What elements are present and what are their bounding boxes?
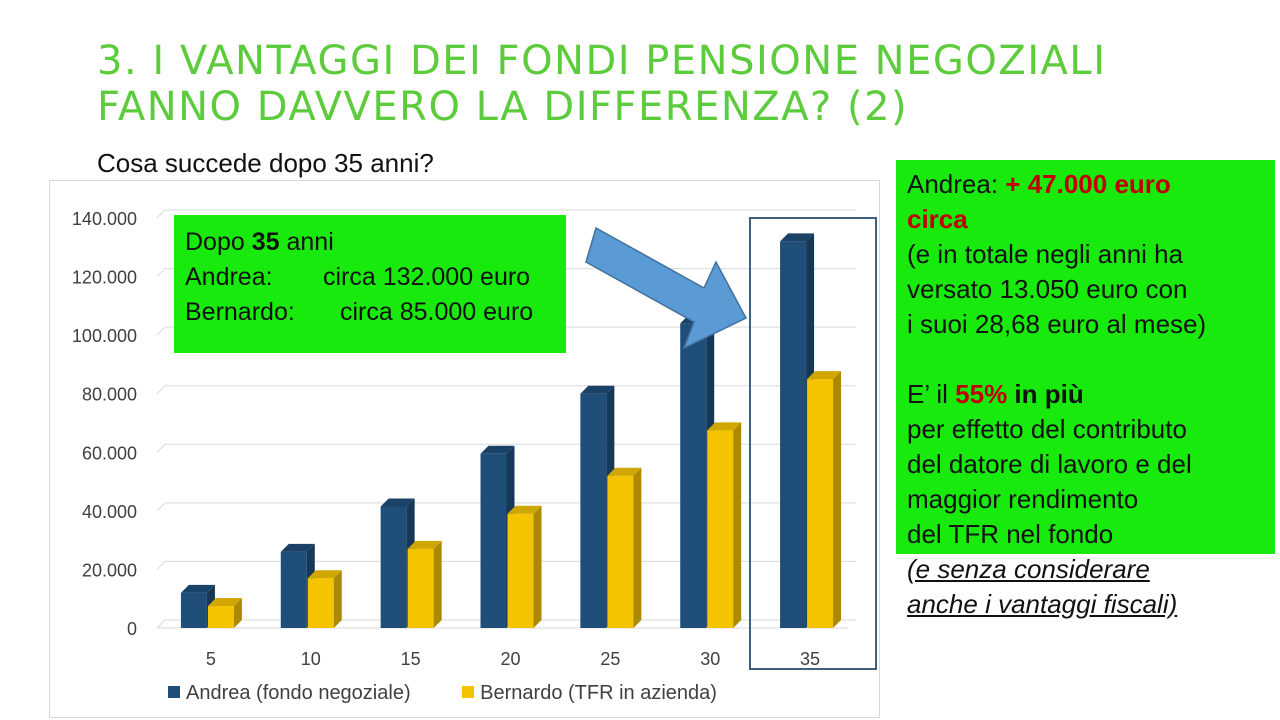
- y-tick-label: 60.000: [82, 443, 137, 463]
- side-l1-red: + 47.000 euro: [1005, 169, 1171, 199]
- side-line-1: Andrea: + 47.000 euro: [907, 167, 1267, 202]
- side-l6-pre: E’ il: [907, 379, 956, 409]
- bar-side-bernardo: [433, 540, 442, 628]
- callout-line1-pre: Dopo: [185, 228, 252, 256]
- bar-bernardo: [507, 513, 534, 628]
- y-tick-label: 140.000: [72, 209, 137, 229]
- bar-andrea: [480, 453, 507, 628]
- y-tick-label: 120.000: [72, 268, 137, 288]
- bar-andrea: [780, 241, 807, 628]
- bar-bernardo: [207, 606, 234, 628]
- callout-box: Dopo 35 anni Andrea: circa 132.000 euro B…: [174, 215, 566, 353]
- slide-title: 3. I VANTAGGI DEI FONDI PENSIONE NEGOZIA…: [97, 38, 1197, 130]
- gridline-depth: [156, 385, 166, 395]
- bar-top-andrea: [380, 498, 415, 507]
- title-line-1: 3. I VANTAGGI DEI FONDI PENSIONE NEGOZIA…: [97, 38, 1107, 84]
- bar-andrea: [280, 551, 307, 628]
- y-tick-label: 40.000: [82, 502, 137, 522]
- bar-andrea: [180, 592, 207, 628]
- bar-andrea: [580, 393, 607, 628]
- callout-bernardo-value: circa 85.000 euro: [340, 298, 534, 326]
- x-tick-label: 10: [301, 649, 321, 669]
- side-l1-pre: Andrea:: [907, 169, 1006, 199]
- bar-top-bernardo: [407, 540, 442, 549]
- legend-label-bernardo: Bernardo (TFR in azienda): [480, 682, 717, 704]
- x-tick-label: 25: [600, 649, 620, 669]
- gridline-depth: [156, 268, 166, 277]
- callout-bernardo-label: Bernardo:: [185, 298, 295, 326]
- side-line-4: versato 13.050 euro con: [907, 274, 1188, 304]
- side-line-2: circa: [907, 204, 968, 234]
- bar-side-bernardo: [733, 422, 742, 628]
- bar-side-bernardo: [333, 570, 342, 628]
- bar-top-bernardo: [507, 505, 542, 514]
- gridline-depth: [156, 326, 166, 336]
- side-line-12: anche i vantaggi fiscali): [907, 589, 1178, 619]
- side-line-10: del TFR nel fondo: [907, 519, 1114, 549]
- x-tick-label: 30: [700, 649, 720, 669]
- gridline-depth: [156, 502, 166, 512]
- side-line-7: per effetto del contributo: [907, 414, 1187, 444]
- side-line-11: (e senza considerare: [907, 554, 1150, 584]
- callout-line-andrea: Andrea: circa 132.000 euro: [185, 260, 566, 295]
- bar-bernardo: [407, 548, 434, 628]
- title-line-2: FANNO DAVVERO LA DIFFERENZA? (2): [97, 84, 909, 130]
- side-l6-bold: in più: [1007, 379, 1084, 409]
- legend-label-andrea: Andrea (fondo negoziale): [186, 682, 411, 704]
- bar-side-bernardo: [533, 505, 542, 628]
- side-spacer: [907, 342, 1267, 377]
- side-line-9: maggior rendimento: [907, 484, 1139, 514]
- gridline-depth: [156, 209, 166, 219]
- callout-line-1: Dopo 35 anni: [185, 225, 566, 260]
- chart-legend: Andrea (fondo negoziale) Bernardo (TFR i…: [168, 682, 763, 705]
- bar-side-bernardo: [833, 371, 842, 628]
- y-tick-label: 0: [127, 619, 137, 639]
- bar-top-andrea: [480, 445, 515, 454]
- bar-top-bernardo: [607, 467, 642, 476]
- bar-top-bernardo: [207, 598, 242, 607]
- bar-bernardo: [307, 578, 334, 628]
- bar-bernardo: [707, 430, 734, 628]
- side-text: Andrea: + 47.000 euro circa (e in totale…: [907, 167, 1267, 622]
- bar-bernardo: [807, 379, 834, 628]
- bar-top-bernardo: [307, 570, 342, 579]
- callout-line-bernardo: Bernardo: circa 85.000 euro: [185, 295, 566, 330]
- bar-top-andrea: [280, 543, 315, 552]
- y-tick-label: 80.000: [82, 385, 137, 405]
- bar-side-bernardo: [233, 598, 242, 628]
- gridline-depth: [156, 443, 166, 453]
- legend-swatch-andrea: [168, 686, 180, 698]
- legend-swatch-bernardo: [462, 686, 475, 698]
- y-tick-label: 20.000: [82, 560, 137, 580]
- y-tick-label: 100.000: [72, 326, 137, 346]
- bar-top-andrea: [180, 584, 215, 593]
- gridline-depth: [156, 561, 166, 570]
- side-line-8: del datore di lavoro e del: [907, 449, 1192, 479]
- callout-line1-bold: 35: [251, 228, 280, 256]
- legend-item-bernardo: Bernardo (TFR in azienda): [462, 682, 717, 705]
- x-tick-label: 35: [800, 649, 820, 669]
- callout-line1-post: anni: [279, 228, 334, 256]
- bar-top-bernardo: [707, 422, 742, 431]
- callout-andrea-label: Andrea:: [185, 263, 273, 291]
- bar-andrea: [380, 506, 407, 628]
- side-l6-red: 55%: [955, 379, 1008, 409]
- bar-side-bernardo: [633, 467, 642, 628]
- side-highlight-box: [896, 160, 1275, 554]
- bar-andrea: [680, 323, 707, 628]
- x-tick-label: 20: [500, 649, 520, 669]
- side-line-5: i suoi 28,68 euro al mese): [907, 309, 1207, 339]
- legend-item-andrea: Andrea (fondo negoziale): [168, 682, 411, 705]
- bar-bernardo: [607, 475, 634, 628]
- callout-andrea-value: circa 132.000 euro: [323, 263, 531, 291]
- x-tick-label: 15: [401, 649, 421, 669]
- bar-top-andrea: [580, 385, 615, 394]
- subtitle: Cosa succede dopo 35 anni?: [97, 148, 434, 178]
- side-line-3: (e in totale negli anni ha: [907, 239, 1184, 269]
- gridline-depth: [156, 619, 166, 629]
- side-line-6: E’ il 55% in più: [907, 377, 1267, 412]
- x-tick-label: 5: [206, 649, 216, 669]
